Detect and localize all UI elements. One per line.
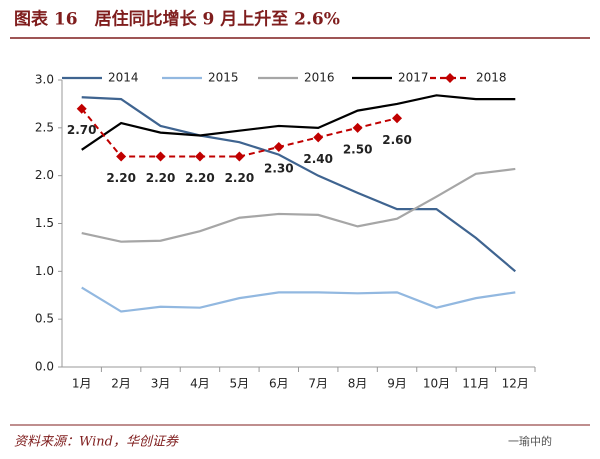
y-tick-label: 0.0 [35,360,54,374]
value-label: 2.50 [343,142,373,156]
legend-marker [445,73,455,83]
point-marker [234,151,245,162]
y-tick-label: 3.0 [35,73,54,87]
point-marker [155,151,166,162]
x-tick-label: 9月 [387,377,407,391]
x-tick-label: 11月 [462,377,489,391]
x-tick-label: 12月 [502,377,529,391]
watermark: 一瑜中的 [508,434,552,448]
legend-label: 2018 [476,71,507,85]
value-label: 2.20 [106,171,136,185]
legend-label: 2015 [208,71,239,85]
x-tick-label: 7月 [308,377,328,391]
y-tick-label: 1.5 [35,216,54,230]
y-tick-label: 2.5 [35,120,54,134]
point-marker [116,151,127,162]
x-tick-label: 6月 [269,377,289,391]
legend-label: 2014 [108,71,139,85]
value-label: 2.20 [185,171,215,185]
series-line [81,167,516,243]
y-tick-label: 1.0 [35,264,54,278]
point-marker [313,132,324,143]
source: 资料来源：Wind，华创证券 [14,435,179,450]
series-line [81,286,516,313]
point-marker [392,113,403,124]
series-line [81,96,517,273]
chart-title: 图表 16 居住同比增长 9 月上升至 2.6% [14,9,340,30]
y-tick-label: 2.0 [35,168,54,182]
value-label: 2.40 [303,152,333,166]
series-line [81,94,516,151]
value-label: 2.60 [382,133,412,147]
legend-label: 2016 [304,71,335,85]
point-marker [352,122,363,133]
y-tick-label: 0.5 [35,312,54,326]
value-label: 2.70 [67,123,97,137]
value-label: 2.30 [264,161,294,175]
point-marker [194,151,205,162]
x-tick-label: 5月 [230,377,250,391]
x-tick-label: 10月 [423,377,450,391]
x-tick-label: 3月 [151,377,171,391]
x-tick-label: 2月 [111,377,131,391]
value-label: 2.20 [225,171,255,185]
x-tick-label: 8月 [348,377,368,391]
point-marker [76,103,87,114]
value-label: 2.20 [146,171,176,185]
legend-label: 2017 [398,71,429,85]
x-tick-label: 4月 [190,377,210,391]
point-marker [273,141,284,152]
x-tick-label: 1月 [72,377,92,391]
